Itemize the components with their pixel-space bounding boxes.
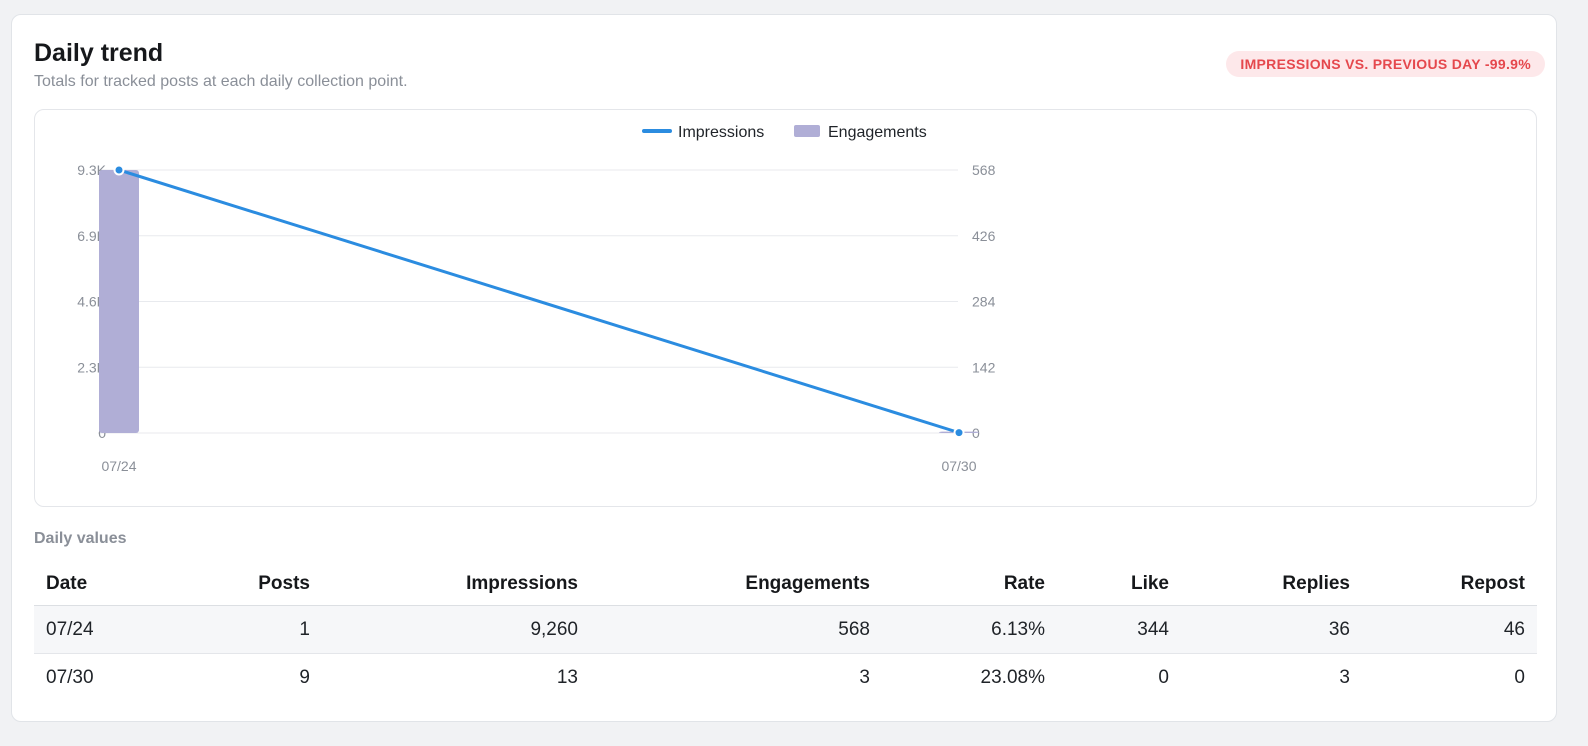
- column-header-replies: Replies: [1181, 563, 1362, 606]
- column-header-date: Date: [34, 563, 154, 606]
- table-row: 07/30 9 13 3 23.08% 0 3 0: [34, 654, 1537, 702]
- cell-impressions: 9,260: [322, 605, 590, 654]
- column-header-impressions: Impressions: [322, 563, 590, 606]
- point-impressions: [113, 164, 125, 176]
- cell-impressions: 13: [556, 666, 578, 688]
- column-header-engagements: Engagements: [590, 563, 882, 606]
- y-right-tick-label: 568: [972, 162, 996, 178]
- cell-date: 07/30: [46, 666, 94, 688]
- cell-rate: 6.13%: [882, 605, 1057, 654]
- legend-label-engagements: Engagements: [828, 124, 927, 141]
- cell-engagements: 568: [590, 605, 882, 654]
- chart-container: 02.3K4.6K6.9K9.3K014228442656807/2407/30…: [34, 109, 1537, 507]
- point-impressions: [953, 427, 965, 439]
- line-impressions: [118, 168, 960, 435]
- cell-repost: 0: [1514, 666, 1525, 688]
- cell-posts: 1: [154, 605, 322, 654]
- cell-replies: 36: [1181, 605, 1362, 654]
- bar-engagements: [99, 170, 139, 433]
- cell-posts: 9: [299, 666, 310, 688]
- cell-rate: 23.08%: [980, 666, 1045, 688]
- x-tick-label: 07/24: [101, 458, 136, 474]
- daily-trend-card: Daily trend Totals for tracked posts at …: [11, 14, 1557, 722]
- column-header-rate: Rate: [882, 563, 1057, 606]
- cell-engagements: 3: [859, 666, 870, 688]
- legend-label-impressions: Impressions: [678, 124, 764, 141]
- cell-like: 344: [1057, 605, 1181, 654]
- column-header-posts: Posts: [154, 563, 322, 606]
- table-row: 07/24 1 9,260 568 6.13% 344 36 46: [34, 605, 1537, 654]
- daily-values-table: Date Posts Impressions Engagements Rate …: [34, 563, 1537, 701]
- column-header-repost: Repost: [1362, 563, 1537, 606]
- daily-values-label: Daily values: [34, 530, 127, 547]
- daily-trend-chart: 02.3K4.6K6.9K9.3K014228442656807/2407/30…: [77, 124, 996, 474]
- x-tick-label: 07/30: [941, 458, 976, 474]
- y-right-tick-label: 142: [972, 359, 996, 375]
- cell-date: 07/24: [34, 605, 154, 654]
- column-header-like: Like: [1057, 563, 1181, 606]
- impressions-change-badge: IMPRESSIONS VS. PREVIOUS DAY -99.9%: [1226, 51, 1545, 77]
- y-right-tick-label: 284: [972, 294, 996, 310]
- card-subtitle: Totals for tracked posts at each daily c…: [34, 73, 408, 90]
- legend-swatch-engagements: [794, 125, 820, 137]
- cell-replies: 3: [1339, 666, 1350, 688]
- table-header-row: Date Posts Impressions Engagements Rate …: [34, 563, 1537, 606]
- card-title: Daily trend: [34, 39, 164, 67]
- cell-repost: 46: [1362, 605, 1537, 654]
- cell-like: 0: [1158, 666, 1169, 688]
- y-right-tick-label: 426: [972, 228, 996, 244]
